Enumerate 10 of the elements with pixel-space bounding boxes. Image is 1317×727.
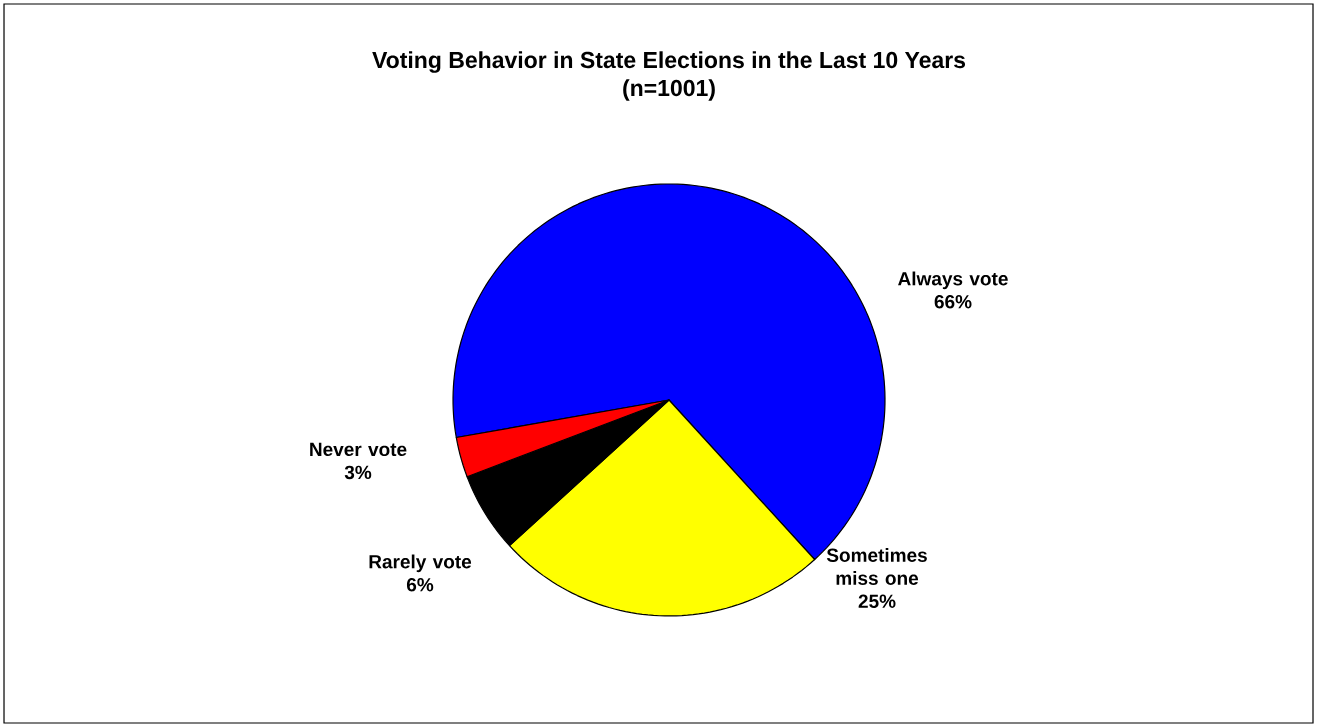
- data-label: 25%: [858, 594, 896, 608]
- data-label: 66%: [934, 295, 972, 309]
- slice-label: Always vote: [898, 271, 1008, 290]
- slice-label: Rarely vote: [369, 554, 472, 573]
- chart-title: Voting Behavior in State Elections in the Last 10 Years: [372, 51, 966, 73]
- data-label: 3%: [344, 465, 372, 480]
- chart-subtitle: (n=1001): [623, 79, 715, 101]
- slice-label: Sometimes miss one: [826, 548, 927, 585]
- slice-label: Never vote: [310, 442, 407, 457]
- data-label: 6%: [406, 578, 434, 592]
